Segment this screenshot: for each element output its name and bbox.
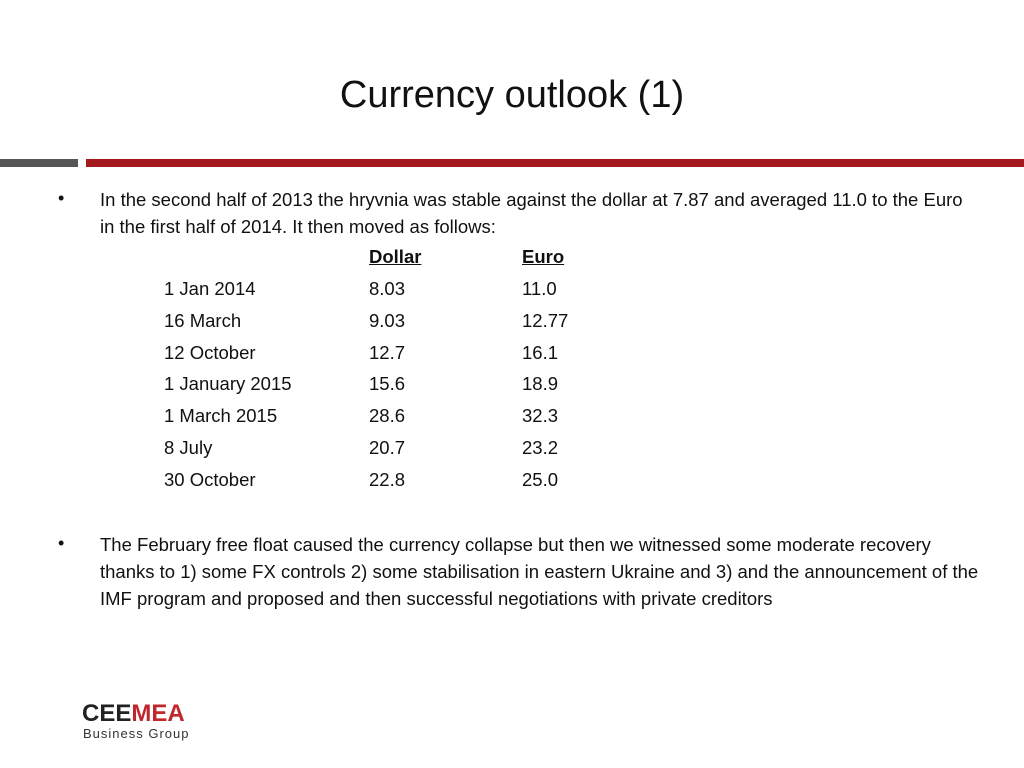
table-cell: 1 March 2015 [164, 405, 278, 427]
bullet: • [58, 533, 65, 553]
logo-tagline: Business Group [83, 726, 190, 741]
table-cell: 32.3 [522, 405, 559, 427]
table-cell: 16.1 [522, 341, 559, 363]
gray-bar [0, 159, 78, 167]
table-cell: 11.0 [522, 278, 557, 299]
table-cell: 12.7 [369, 341, 406, 363]
column-header: Dollar [369, 246, 422, 267]
table-cell: 30 October [164, 468, 256, 490]
table-cell: 1 Jan 2014 [164, 278, 256, 299]
bullet: • [58, 188, 65, 208]
table-cell: 20.7 [369, 437, 406, 458]
table-cell: 18.9 [522, 373, 559, 395]
table-cell: 15.6 [369, 373, 406, 395]
table-cell: 23.2 [522, 437, 559, 458]
column-header: Euro [522, 246, 565, 267]
table-cell: 8.03 [369, 278, 406, 299]
table-cell: 25.0 [522, 468, 559, 490]
table-cell: 12 October [164, 341, 256, 363]
table-cell: 1 January 2015 [164, 373, 292, 395]
table-cell: 22.8 [369, 468, 406, 490]
slide-title: Currency outlook (1) [339, 74, 685, 116]
red-bar [86, 159, 1024, 167]
table-cell: 12.77 [522, 309, 569, 331]
table-cell: 28.6 [369, 405, 406, 427]
logo: CEEMEA [82, 700, 185, 728]
logo-part: CEE [82, 700, 132, 727]
table-cell: 8 July [164, 437, 213, 458]
logo-part: MEA [131, 700, 185, 727]
bullet-text: The February free float caused the curre… [100, 534, 979, 609]
bullet-text: In the second half of 2013 the hryvnia w… [100, 189, 963, 237]
table-cell: 16 March [164, 309, 242, 331]
table-cell: 9.03 [369, 309, 406, 331]
